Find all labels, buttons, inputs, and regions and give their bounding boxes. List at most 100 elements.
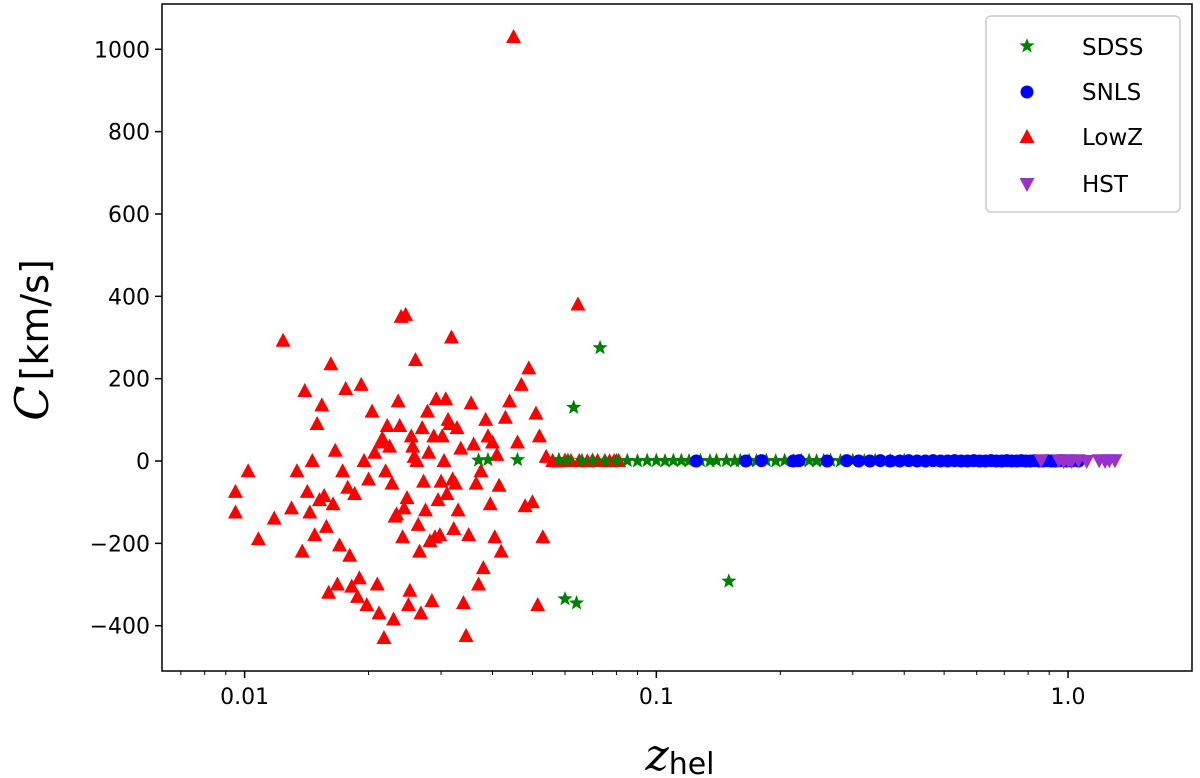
data-point-lowz — [386, 611, 402, 626]
data-point-lowz — [304, 453, 320, 468]
data-point-lowz — [413, 605, 429, 620]
data-point-snls — [863, 454, 877, 468]
data-point-lowz — [417, 502, 433, 517]
data-point-lowz — [307, 527, 323, 542]
data-point-lowz — [374, 430, 390, 445]
legend-marker-sdss — [1019, 38, 1035, 53]
data-point-lowz — [461, 527, 477, 542]
data-point-lowz — [466, 436, 482, 451]
data-point-lowz — [521, 360, 537, 375]
data-point-lowz — [463, 395, 479, 410]
data-point-lowz — [405, 438, 421, 453]
data-point-sdss — [551, 451, 567, 467]
data-point-lowz — [342, 547, 358, 562]
data-point-lowz — [351, 570, 367, 585]
data-point-lowz — [398, 306, 414, 321]
data-point-sdss — [721, 573, 737, 588]
data-point-sdss — [619, 452, 635, 468]
data-point-sdss — [597, 453, 613, 468]
data-point-lowz — [389, 506, 405, 521]
data-point-lowz — [478, 411, 494, 426]
series-snls — [689, 454, 1085, 468]
data-point-snls — [852, 454, 866, 468]
data-point-sdss — [608, 452, 625, 468]
data-point-lowz — [439, 485, 455, 500]
x-tick-label: 0.01 — [220, 685, 269, 710]
data-point-lowz — [524, 494, 540, 509]
data-point-lowz — [410, 516, 426, 531]
data-point-sdss — [566, 399, 582, 414]
data-point-lowz — [453, 440, 469, 455]
data-point-lowz — [428, 391, 444, 406]
data-point-lowz — [436, 453, 452, 468]
data-point-lowz — [361, 471, 377, 486]
legend-marker-hst — [1019, 178, 1035, 192]
y-tick-label: 600 — [108, 203, 150, 228]
data-point-lowz — [517, 498, 533, 513]
data-point-sdss — [718, 452, 735, 468]
data-point-lowz — [530, 597, 546, 612]
x-axis-label: zhel — [645, 730, 715, 778]
data-point-sdss — [568, 595, 585, 610]
legend: SDSS SNLS LowZ HST — [985, 15, 1181, 213]
data-point-lowz — [329, 576, 345, 591]
data-point-sdss — [639, 452, 655, 468]
data-point-snls — [792, 454, 806, 468]
ticks-layer: −400 −200 0 200 400 600 800 1000 0.01 0.1 1.0 — [90, 38, 1086, 710]
data-point-sdss — [509, 451, 526, 467]
data-point-lowz — [347, 485, 363, 500]
data-point-lowz — [364, 403, 380, 418]
data-point-lowz — [371, 605, 387, 620]
data-point-sdss — [708, 452, 725, 468]
data-point-lowz — [455, 595, 471, 610]
data-point-lowz — [570, 296, 586, 311]
x-tick-label: 1.0 — [1051, 685, 1086, 710]
data-point-lowz — [331, 537, 347, 552]
data-point-lowz — [442, 415, 458, 430]
data-point-lowz — [314, 397, 330, 412]
data-point-lowz — [468, 475, 484, 490]
data-point-lowz — [384, 475, 400, 490]
y-axis-label: C [km/s] — [5, 259, 59, 421]
data-point-lowz — [275, 332, 291, 347]
data-point-lowz — [438, 391, 454, 406]
y-tick-label: −200 — [90, 532, 150, 557]
data-point-lowz — [227, 483, 243, 498]
data-point-sdss — [702, 453, 718, 468]
data-point-lowz — [344, 578, 360, 593]
data-point-lowz — [266, 510, 282, 525]
data-point-lowz — [502, 393, 518, 408]
data-point-lowz — [447, 475, 463, 490]
x-tick-label: 0.1 — [639, 685, 674, 710]
data-point-hst — [1107, 454, 1123, 469]
data-point-lowz — [379, 418, 395, 433]
data-point-lowz — [443, 329, 459, 344]
data-point-lowz — [473, 463, 489, 478]
data-point-lowz — [434, 428, 450, 443]
data-point-sdss — [768, 453, 784, 468]
legend-label-hst: HST — [1082, 172, 1129, 198]
data-point-lowz — [493, 543, 509, 558]
data-point-lowz — [378, 463, 394, 478]
plot-frame — [161, 3, 1193, 672]
data-point-lowz — [297, 383, 313, 398]
data-point-sdss — [480, 451, 496, 467]
data-point-lowz — [250, 531, 266, 546]
y-tick-label: 400 — [108, 285, 150, 310]
data-point-hst — [1033, 454, 1049, 469]
data-layer — [227, 28, 1123, 645]
data-point-sdss — [681, 453, 697, 468]
legend-label-lowz: LowZ — [1082, 125, 1143, 151]
data-point-snls — [873, 454, 887, 468]
data-point-lowz — [353, 376, 369, 391]
data-point-lowz — [399, 490, 415, 505]
data-point-lowz — [531, 428, 547, 443]
legend-label-snls: SNLS — [1082, 80, 1141, 106]
data-point-lowz — [432, 527, 448, 542]
data-point-hst — [1079, 455, 1095, 470]
data-point-lowz — [392, 418, 408, 433]
data-point-lowz — [240, 463, 256, 478]
data-point-lowz — [416, 473, 432, 488]
data-point-lowz — [475, 560, 491, 575]
